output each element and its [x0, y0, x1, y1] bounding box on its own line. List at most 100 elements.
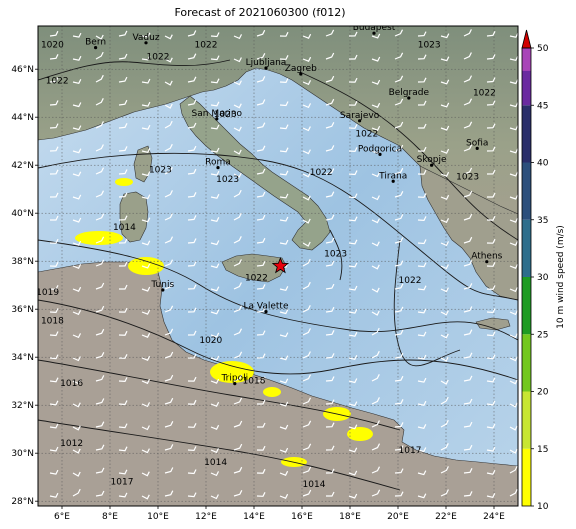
- land-crete: [475, 317, 511, 331]
- wind-barb: [164, 259, 174, 267]
- wind-barb: [349, 54, 358, 60]
- wind-barb: [279, 31, 289, 37]
- wind-barb: [302, 218, 311, 224]
- wind-barb: [394, 29, 404, 37]
- wind-speed-patch: [75, 231, 123, 245]
- wind-barb: [210, 355, 220, 361]
- wind-barb: [371, 125, 381, 131]
- isobar-contour: [393, 239, 461, 367]
- city-label: San Marino: [192, 109, 243, 119]
- wind-barb: [210, 240, 220, 246]
- city-label: Budapest: [353, 23, 396, 33]
- wind-barb: [233, 490, 243, 497]
- wind-barb: [141, 78, 151, 84]
- colorbar-segment: [522, 48, 531, 71]
- wind-barb: [210, 401, 220, 407]
- wind-barb: [187, 446, 197, 452]
- colorbar-segment: [522, 219, 531, 277]
- wind-barb: [463, 213, 473, 221]
- wind-barb: [164, 80, 173, 86]
- wind-barb: [119, 284, 128, 290]
- wind-barb: [50, 215, 59, 221]
- wind-barb: [279, 239, 289, 245]
- wind-barb: [72, 448, 81, 454]
- wind-barb: [302, 420, 312, 428]
- city-label: Vaduz: [132, 33, 159, 43]
- wind-barb: [463, 29, 472, 37]
- contour-label: 1019: [36, 288, 59, 298]
- wind-barb: [210, 286, 220, 292]
- tick-label-lat: 40°N: [11, 209, 34, 219]
- star-marker: [271, 256, 290, 274]
- map-title: Forecast of 2021060300 (f012): [174, 6, 346, 19]
- wind-barb: [72, 263, 82, 269]
- city-marker: [358, 119, 362, 123]
- colorbar-segment: [522, 277, 531, 335]
- wind-barb: [187, 145, 197, 152]
- wind-barb: [325, 191, 335, 198]
- wind-barb: [417, 262, 427, 268]
- wind-barb: [279, 470, 289, 476]
- contour-label: 1017: [399, 446, 422, 456]
- wind-barb: [371, 102, 381, 108]
- wind-barb: [164, 351, 174, 359]
- wind-barb: [118, 400, 128, 406]
- wind-barb: [256, 191, 266, 198]
- wind-barb: [256, 307, 266, 313]
- wind-barb: [486, 100, 496, 106]
- wind-barb: [164, 374, 174, 382]
- wind-barb: [463, 306, 473, 313]
- wind-barb: [463, 75, 473, 83]
- wind-barb: [348, 77, 358, 83]
- wind-barb: [440, 443, 449, 451]
- wind-barb: [256, 237, 266, 244]
- wind-barb: [164, 213, 173, 221]
- wind-barb: [463, 421, 473, 428]
- wind-barb: [463, 260, 473, 267]
- wind-barb: [371, 466, 381, 474]
- wind-barb: [509, 194, 518, 200]
- wind-barb: [417, 354, 427, 360]
- wind-barb: [118, 123, 128, 129]
- wind-barb: [95, 490, 105, 497]
- wind-barb: [187, 30, 197, 37]
- wind-barb: [440, 489, 449, 497]
- wind-barb: [95, 213, 105, 221]
- wind-barb: [417, 424, 427, 429]
- wind-barb: [371, 79, 381, 85]
- wind-barb: [394, 329, 404, 336]
- wind-barb: [394, 98, 404, 106]
- wind-barb: [187, 53, 197, 60]
- wind-barb: [486, 285, 496, 291]
- wind-barb: [417, 146, 427, 152]
- colorbar-tick-label: 15: [537, 445, 548, 455]
- wind-barb: [72, 171, 82, 177]
- wind-barb: [49, 192, 59, 198]
- wind-barb: [118, 330, 128, 336]
- wind-barb: [233, 397, 243, 405]
- city-marker: [233, 382, 237, 386]
- wind-barb: [188, 353, 197, 359]
- wind-barb: [440, 333, 449, 339]
- wind-barb: [325, 468, 335, 474]
- contour-label: 1014: [303, 480, 326, 490]
- wind-barb: [302, 305, 311, 313]
- wind-barb: [348, 262, 358, 268]
- tick-label-lon: 22°E: [435, 512, 457, 522]
- wind-barb: [302, 397, 312, 405]
- wind-barb: [326, 491, 335, 497]
- contour-label: 1018: [41, 317, 64, 327]
- wind-barb: [141, 355, 151, 361]
- tick-label-lon: 20°E: [387, 512, 409, 522]
- wind-barb: [440, 79, 450, 85]
- wind-barb: [187, 376, 197, 382]
- wind-barb: [95, 467, 105, 474]
- wind-barb: [325, 29, 335, 37]
- wind-barb: [394, 375, 404, 382]
- colorbar-tick-label: 30: [537, 273, 549, 283]
- wind-barb: [463, 283, 473, 290]
- wind-barb: [72, 194, 82, 200]
- wind-barb: [49, 238, 59, 244]
- wind-barb: [164, 467, 174, 474]
- wind-barb: [118, 192, 128, 198]
